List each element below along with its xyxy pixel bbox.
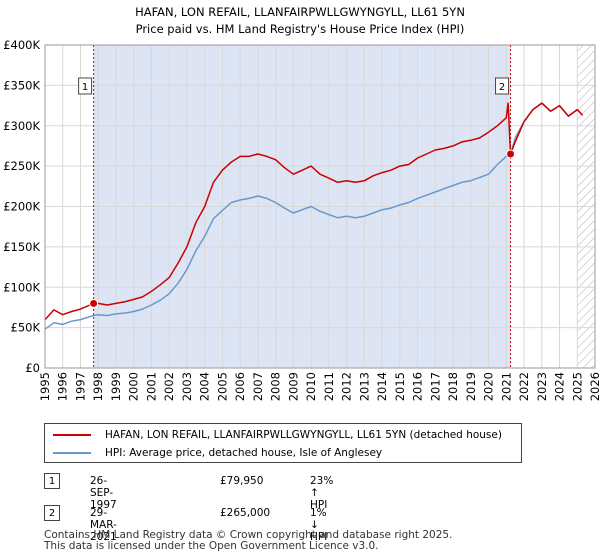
y-tick-label: £400K	[3, 38, 40, 52]
x-tick-label: 2000	[127, 372, 141, 401]
x-tick-label: 1996	[56, 372, 70, 401]
footer-attribution: Contains HM Land Registry data © Crown c…	[44, 530, 452, 552]
x-tick-label: 2001	[144, 372, 158, 401]
x-tick-label: 2012	[340, 372, 354, 401]
x-tick-label: 1998	[91, 372, 105, 401]
annotation-label-box	[495, 77, 510, 95]
transaction-hpi-diff: 23% ↑ HPI	[310, 475, 334, 511]
x-tick-label: 2003	[180, 372, 194, 401]
x-tick-label: 1995	[38, 372, 52, 401]
transaction-price: £265,000	[220, 507, 271, 519]
x-tick-label: 2007	[251, 372, 265, 401]
x-tick-label: 2006	[233, 372, 247, 401]
x-tick-label: 1997	[73, 372, 87, 401]
property-series-line	[44, 102, 584, 321]
y-tick-label: £200K	[3, 200, 40, 214]
x-tick-label: 2023	[535, 372, 549, 401]
x-tick-label: 2010	[304, 372, 318, 401]
legend-swatch-blue	[53, 452, 91, 454]
x-tick-label: 2004	[198, 372, 212, 401]
y-tick-label: £0	[25, 361, 40, 375]
price-chart: HAFAN, LON REFAIL, LLANFAIRPWLLGWYNGYLL,…	[3, 5, 600, 401]
x-tick-label: 2017	[428, 372, 442, 401]
x-tick-label: 2020	[482, 372, 496, 401]
x-tick-label: 2011	[322, 372, 336, 401]
legend-label-property: HAFAN, LON REFAIL, LLANFAIRPWLLGWYNGYLL,…	[105, 429, 502, 441]
x-tick-label: 2008	[269, 372, 283, 401]
legend-item-property: HAFAN, LON REFAIL, LLANFAIRPWLLGWYNGYLL,…	[53, 427, 502, 443]
transaction-date: 26-SEP-1997	[90, 475, 117, 511]
annotation-label: 2	[499, 82, 505, 93]
y-tick-label: £250K	[3, 159, 40, 173]
footer-line: This data is licensed under the Open Gov…	[44, 540, 379, 552]
x-tick-label: 2019	[464, 372, 478, 401]
sale-point	[89, 298, 99, 308]
annotation-label: 1	[82, 82, 88, 93]
x-tick-label: 2002	[162, 372, 176, 401]
legend: HAFAN, LON REFAIL, LLANFAIRPWLLGWYNGYLL,…	[44, 423, 522, 463]
x-tick-label: 2014	[375, 372, 389, 401]
x-tick-label: 2024	[553, 372, 567, 401]
x-tick-label: 2022	[517, 372, 531, 401]
legend-swatch-red	[53, 434, 91, 436]
sale-point	[506, 149, 516, 159]
transaction-marker: 2	[44, 505, 60, 521]
x-tick-label: 2025	[570, 372, 584, 401]
chart-title: HAFAN, LON REFAIL, LLANFAIRPWLLGWYNGYLL,…	[135, 5, 465, 19]
x-tick-label: 2018	[446, 372, 460, 401]
y-tick-label: £50K	[11, 321, 41, 335]
x-tick-label: 2015	[393, 372, 407, 401]
x-tick-label: 2009	[286, 372, 300, 401]
plot-frame	[44, 44, 596, 369]
transaction-date: 29-MAR-2021	[90, 507, 117, 543]
legend-label-hpi: HPI: Average price, detached house, Isle…	[105, 447, 383, 459]
x-tick-label: 2021	[499, 372, 513, 401]
y-tick-label: £150K	[3, 240, 40, 254]
transaction-marker: 1	[44, 473, 60, 489]
y-tick-label: £100K	[3, 280, 40, 294]
hpi-series-line	[44, 102, 584, 330]
transaction-hpi-diff: 1% ↓ HPI	[310, 507, 328, 543]
transaction-price: £79,950	[220, 475, 264, 487]
x-tick-label: 2016	[411, 372, 425, 401]
annotation-label-box	[78, 77, 93, 95]
y-tick-label: £350K	[3, 78, 40, 92]
footer-line: Contains HM Land Registry data © Crown c…	[44, 529, 453, 541]
legend-item-hpi: HPI: Average price, detached house, Isle…	[53, 445, 382, 461]
x-tick-label: 2013	[357, 372, 371, 401]
y-tick-label: £300K	[3, 119, 40, 133]
x-tick-label: 2005	[215, 372, 229, 401]
x-tick-label: 1999	[109, 372, 123, 401]
chart-subtitle: Price paid vs. HM Land Registry's House …	[136, 22, 465, 36]
x-tick-label: 2026	[588, 372, 600, 401]
